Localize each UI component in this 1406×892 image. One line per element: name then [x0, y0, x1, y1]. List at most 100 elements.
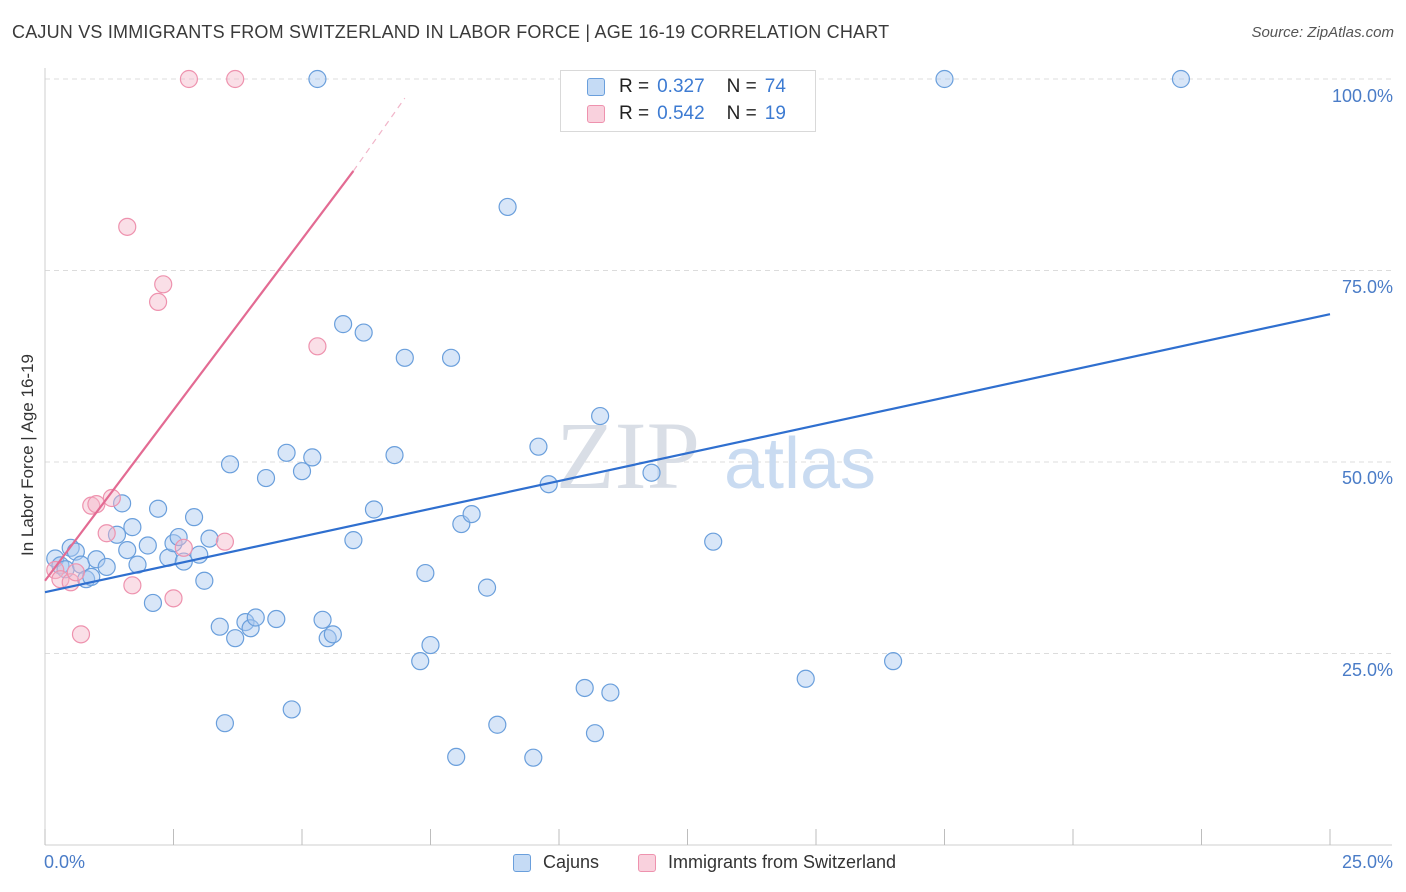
cajun-point — [123, 518, 142, 537]
cajun-point — [529, 437, 548, 456]
swiss-point — [174, 538, 193, 557]
watermark-atlas: atlas — [724, 424, 876, 504]
legend-row-cajuns: R = 0.327 N = 74 — [587, 75, 786, 99]
x-tick-min: 0.0% — [44, 852, 86, 872]
cajun-point — [334, 315, 353, 334]
swiss-trend-line — [44, 170, 355, 582]
cajun-point — [462, 504, 481, 524]
r-value: 0.542 — [657, 103, 705, 124]
n-label: N = — [726, 103, 757, 124]
cajun-point — [118, 540, 137, 560]
cajun-point — [364, 500, 384, 519]
cajun-point — [395, 348, 414, 367]
swiss-point — [97, 524, 116, 543]
stats-legend: R = 0.327 N = 74 R = 0.542 N = 19 — [560, 70, 816, 132]
cajun-point — [416, 563, 435, 583]
gridlines — [45, 78, 1392, 654]
swiss-point — [66, 563, 85, 582]
swiss-point — [308, 337, 327, 356]
n-value: 74 — [764, 76, 786, 97]
cajun-point — [313, 610, 332, 629]
swiss-point — [179, 69, 199, 89]
cajun-point — [282, 700, 301, 719]
cajun-point — [421, 635, 440, 655]
cajun-point — [344, 531, 363, 550]
cajun-point — [585, 724, 605, 743]
cajun-point — [591, 406, 610, 426]
cajun-point — [241, 619, 260, 638]
chart-title: CAJUN VS IMMIGRANTS FROM SWITZERLAND IN … — [12, 22, 890, 42]
trend-lines — [44, 97, 1331, 594]
swiss-point — [148, 292, 168, 312]
cajuns-legend-swatch — [513, 853, 531, 872]
cajun-point — [1171, 69, 1191, 89]
cajun-point — [704, 532, 723, 551]
cajun-point — [883, 652, 903, 671]
cajun-point — [303, 448, 322, 467]
cajun-point — [796, 669, 815, 688]
cajun-point — [292, 462, 312, 481]
cajun-point — [277, 443, 296, 462]
cajun-point — [385, 446, 404, 465]
r-label: R = — [619, 76, 650, 97]
source-label: Source: ZipAtlas.com — [1251, 24, 1394, 41]
swiss-point — [71, 625, 91, 644]
cajun-trend-line — [44, 313, 1331, 594]
cajun-point — [935, 69, 954, 89]
r-label: R = — [619, 103, 650, 124]
cajun-point — [323, 625, 342, 644]
swiss-trend-extension — [352, 97, 406, 172]
swiss-point — [226, 69, 245, 89]
swiss-legend-swatch — [638, 853, 656, 872]
cajun-point — [411, 652, 430, 671]
y-tick-50: 50.0% — [1341, 468, 1393, 488]
cajun-point — [308, 69, 327, 89]
cajun-point — [498, 197, 517, 217]
n-value: 19 — [764, 103, 786, 124]
cajun-point — [488, 715, 507, 734]
cajun-point — [524, 748, 543, 767]
swiss-point — [154, 275, 173, 294]
cajun-point — [601, 683, 620, 702]
cajun-point — [354, 323, 373, 342]
swiss-point — [51, 570, 70, 589]
cajun-point — [441, 348, 461, 367]
cajun-point — [220, 455, 240, 474]
legend-row-swiss: R = 0.542 N = 19 — [587, 102, 786, 126]
series-legend: Cajuns Immigrants from Switzerland — [0, 852, 1406, 878]
cajun-point — [447, 747, 466, 767]
swiss-swatch — [587, 105, 605, 123]
swiss-point — [123, 576, 142, 595]
cajun-point — [267, 609, 286, 629]
cajun-point — [184, 508, 204, 527]
y-tick-25: 25.0% — [1341, 660, 1393, 680]
swiss-point — [215, 532, 234, 551]
swiss-point — [164, 589, 183, 608]
cajun-point — [195, 571, 214, 590]
legend-item-cajuns[interactable]: Cajuns — [513, 852, 599, 873]
cajun-point — [210, 617, 229, 636]
legend-item-swiss[interactable]: Immigrants from Switzerland — [638, 852, 896, 873]
legend-label-cajuns: Cajuns — [543, 852, 600, 872]
cajun-point — [169, 527, 188, 547]
cajun-point — [112, 494, 132, 513]
axes — [44, 68, 1392, 846]
cajun-point — [477, 578, 497, 597]
cajuns-swatch — [587, 78, 605, 96]
cajun-point — [143, 593, 163, 613]
legend-label-swiss: Immigrants from Switzerland — [668, 852, 897, 872]
cajun-point — [97, 557, 116, 577]
swiss-point — [118, 217, 137, 236]
cajun-point — [87, 550, 106, 569]
cajun-point — [215, 714, 234, 733]
y-tick-75: 75.0% — [1341, 277, 1393, 297]
cajun-point — [256, 468, 276, 488]
swiss-point — [102, 488, 121, 508]
cajun-point — [138, 536, 157, 555]
cajun-point — [200, 529, 219, 548]
cajun-point — [575, 678, 594, 698]
r-value: 0.327 — [657, 76, 705, 97]
n-label: N = — [726, 76, 757, 97]
cajun-point — [642, 463, 661, 482]
cajun-point — [246, 608, 265, 627]
